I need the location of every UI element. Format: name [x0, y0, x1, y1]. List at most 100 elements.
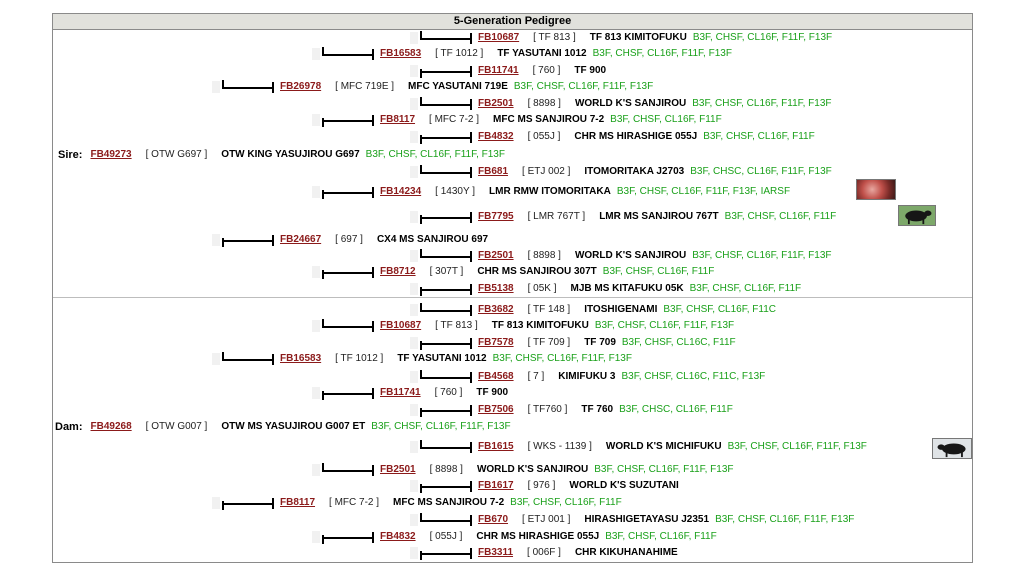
- bull-photo-thumbnail[interactable]: [932, 438, 972, 459]
- pedigree-row: FB7795 [ LMR 767T ] LMR MS SANJIROU 767T B3…: [410, 210, 836, 224]
- genetic-test-results: B3F, CHSF, CL16F, F11F, F13F, IARSF: [616, 186, 791, 197]
- animal-name: WORLD K'S SANJIROU: [574, 98, 687, 109]
- registration-link[interactable]: FB2501: [478, 250, 514, 261]
- registration-link[interactable]: FB24667: [280, 234, 322, 245]
- registration-link[interactable]: FB49268: [90, 421, 132, 432]
- registration-link[interactable]: FB10687: [380, 320, 422, 331]
- marbling-photo-thumbnail[interactable]: [856, 179, 896, 200]
- tree-connector: [410, 97, 472, 111]
- herd-number: [ 055J ]: [527, 131, 561, 142]
- herd-number: [ TF 1012 ]: [335, 353, 384, 364]
- herd-number: [ TF760 ]: [527, 404, 568, 415]
- registration-link[interactable]: FB11741: [380, 387, 421, 398]
- tree-connector: [410, 336, 472, 350]
- herd-number: [ 1430Y ]: [435, 186, 475, 197]
- tree-connector: [410, 370, 472, 384]
- pedigree-row: FB8117 [ MFC 7-2 ] MFC MS SANJIROU 7-2 B3F,…: [312, 113, 722, 127]
- registration-link[interactable]: FB681: [478, 166, 509, 177]
- herd-number: [ 05K ]: [527, 283, 557, 294]
- registration-link[interactable]: FB14234: [380, 186, 422, 197]
- animal-name: OTW KING YASUJIROU G697: [221, 149, 360, 160]
- animal-name: TF 709: [584, 337, 616, 348]
- registration-link[interactable]: FB4832: [380, 531, 416, 542]
- animal-name: CHR KIKUHANAHIME: [574, 547, 678, 558]
- tree-connector: [410, 403, 472, 417]
- registration-link[interactable]: FB26978: [280, 81, 322, 92]
- genetic-test-results: B3F, CHSC, CL16F, F11F, F13F: [690, 166, 832, 177]
- herd-number: [ 8898 ]: [527, 98, 561, 109]
- animal-name: MFC MS SANJIROU 7-2: [493, 114, 605, 125]
- herd-number: [ TF 813 ]: [533, 32, 576, 43]
- animal-name: MFC MS SANJIROU 7-2: [393, 497, 505, 508]
- herd-number: [ OTW G697 ]: [145, 149, 208, 160]
- registration-link[interactable]: FB8712: [380, 266, 416, 277]
- herd-number: [ 760 ]: [532, 65, 561, 76]
- registration-link[interactable]: FB1617: [478, 480, 514, 491]
- herd-number: [ TF 1012 ]: [435, 48, 484, 59]
- genetic-test-results: B3F, CHSF, CL16F, F11F: [610, 114, 722, 125]
- herd-number: [ 976 ]: [527, 480, 556, 491]
- black-bull-icon: [937, 443, 966, 458]
- registration-link[interactable]: FB8117: [280, 497, 316, 508]
- pedigree-row: FB8117 [ MFC 7-2 ] MFC MS SANJIROU 7-2 B3F,…: [212, 496, 622, 510]
- animal-name: WORLD K'S MICHIFUKU: [605, 441, 722, 452]
- registration-link[interactable]: FB16583: [380, 48, 422, 59]
- animal-name: ITOMORITAKA J2703: [584, 166, 685, 177]
- tree-connector: [410, 249, 472, 263]
- registration-link[interactable]: FB4568: [478, 371, 514, 382]
- genetic-test-results: B3F, CHSF, CL16F, F11F: [703, 131, 815, 142]
- tree-connector: [410, 440, 472, 454]
- animal-name: TF 813 KIMITOFUKU: [491, 320, 589, 331]
- registration-link[interactable]: FB2501: [478, 98, 514, 109]
- tree-connector: [410, 513, 472, 527]
- registration-link[interactable]: FB4832: [478, 131, 514, 142]
- registration-link[interactable]: FB16583: [280, 353, 322, 364]
- registration-link[interactable]: FB11741: [478, 65, 519, 76]
- tree-connector: [212, 80, 274, 94]
- genetic-test-results: B3F, CHSF, CL16F, F11F, F13F: [692, 250, 832, 261]
- pedigree-row: FB7506 [ TF760 ] TF 760 B3F, CHSC, CL16F, F…: [410, 403, 733, 417]
- herd-number: [ 8898 ]: [429, 464, 463, 475]
- registration-link[interactable]: FB5138: [478, 283, 514, 294]
- animal-name: WORLD K'S SUZUTANI: [569, 480, 679, 491]
- registration-link[interactable]: FB670: [478, 514, 509, 525]
- animal-name: CHR MS HIRASHIGE 055J: [476, 531, 600, 542]
- herd-number: [ 307T ]: [429, 266, 464, 277]
- registration-link[interactable]: FB2501: [380, 464, 416, 475]
- registration-link[interactable]: FB10687: [478, 32, 520, 43]
- registration-link[interactable]: FB8117: [380, 114, 416, 125]
- registration-link[interactable]: FB3682: [478, 304, 514, 315]
- herd-number: [ LMR 767T ]: [527, 211, 586, 222]
- pedigree-row: FB2501 [ 8898 ] WORLD K'S SANJIROU B3F, CHS…: [410, 97, 832, 111]
- genetic-test-results: B3F, CHSF, CL16F, F11F, F13F: [513, 81, 654, 92]
- genetic-test-results: B3F, CHSC, CL16F, F11F: [619, 404, 733, 415]
- herd-number: [ MFC 7-2 ]: [429, 114, 480, 125]
- registration-link[interactable]: FB7506: [478, 404, 514, 415]
- pedigree-row: Sire: FB49273 [ OTW G697 ] OTW KING YASUJIR…: [58, 148, 505, 162]
- herd-number: [ ETJ 001 ]: [522, 514, 571, 525]
- registration-link[interactable]: FB49273: [90, 149, 132, 160]
- genetic-test-results: B3F, CHSF, CL16F, F11F, F13F: [692, 98, 832, 109]
- genetic-test-results: B3F, CHSF, CL16F, F11F: [689, 283, 802, 294]
- genetic-test-results: B3F, CHSF, CL16F, F11F, F13F: [365, 149, 505, 160]
- registration-link[interactable]: FB3311: [478, 547, 514, 558]
- black-bull-icon: [905, 210, 932, 225]
- tree-connector: [312, 319, 374, 333]
- tree-connector: [410, 210, 472, 224]
- bull-photo-thumbnail[interactable]: [898, 205, 936, 226]
- pedigree-row: FB26978 [ MFC 719E ] MFC YASUTANI 719E B3F,…: [212, 80, 654, 94]
- pedigree-row: FB2501 [ 8898 ] WORLD K'S SANJIROU B3F, CHS…: [312, 463, 734, 477]
- herd-number: [ 8898 ]: [527, 250, 561, 261]
- genetic-test-results: B3F, CHSF, CL16F, F11F: [602, 266, 715, 277]
- animal-name: OTW MS YASUJIROU G007 ET: [221, 421, 366, 432]
- registration-link[interactable]: FB7795: [478, 211, 514, 222]
- tree-connector: [312, 185, 374, 199]
- registration-link[interactable]: FB1615: [478, 441, 514, 452]
- registration-link[interactable]: FB7578: [478, 337, 514, 348]
- dam-label: Dam:: [55, 421, 83, 433]
- tree-connector: [312, 113, 374, 127]
- tree-connector: [212, 233, 274, 247]
- tree-connector: [410, 303, 472, 317]
- animal-name: MJB MS KITAFUKU 05K: [570, 283, 684, 294]
- tree-connector: [312, 463, 374, 477]
